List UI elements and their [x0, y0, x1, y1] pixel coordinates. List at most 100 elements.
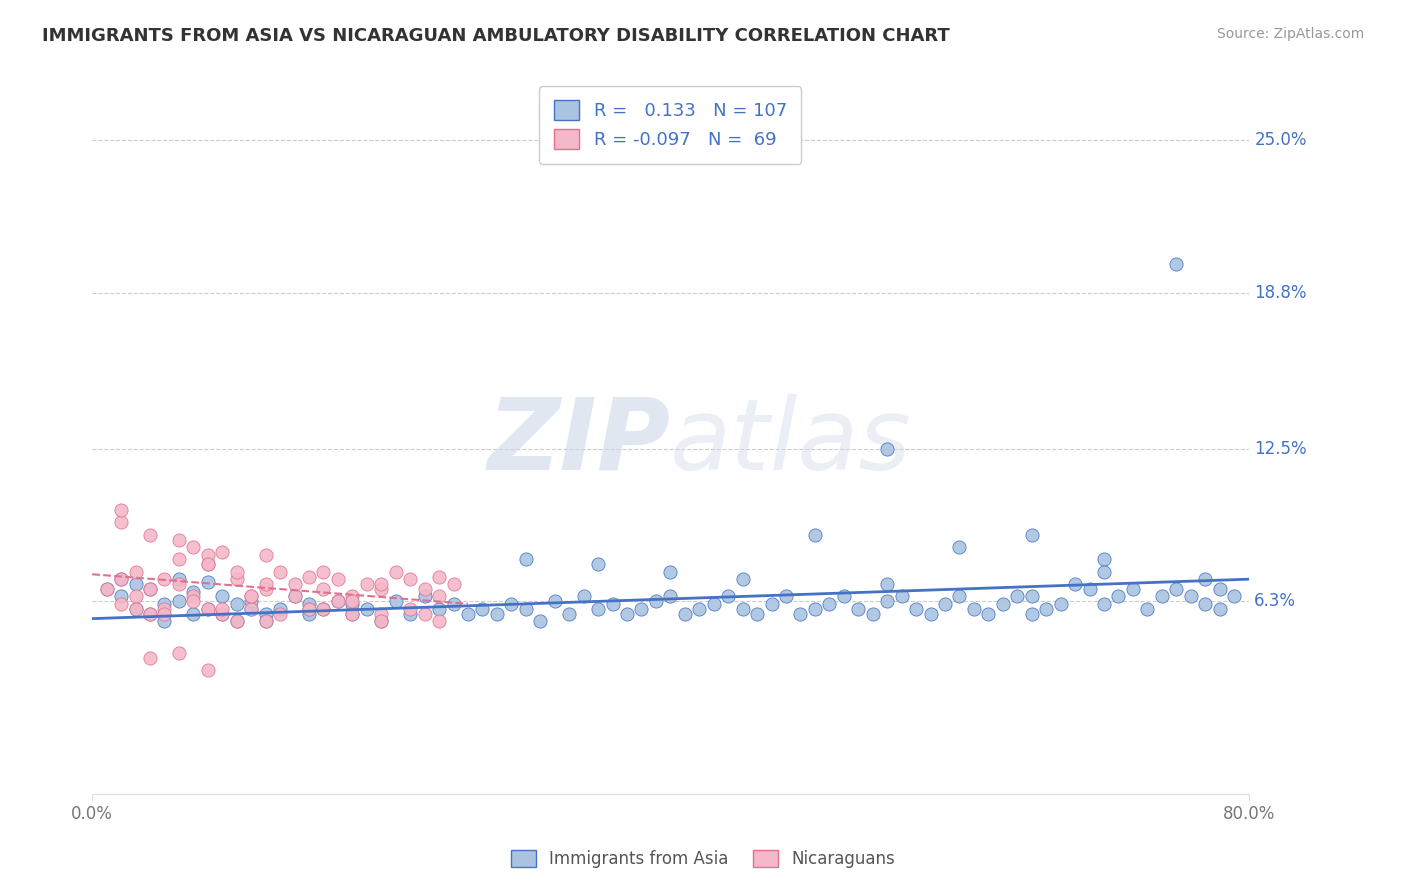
Point: [1064, 577, 1087, 591]
Point: [876, 577, 898, 591]
Point: [283, 590, 305, 604]
Point: [789, 607, 811, 621]
Text: 12.5%: 12.5%: [1254, 440, 1308, 458]
Point: [413, 590, 436, 604]
Point: [183, 607, 205, 621]
Point: [240, 590, 263, 604]
Point: [269, 565, 291, 579]
Point: [211, 590, 233, 604]
Point: [139, 582, 162, 596]
Point: [991, 597, 1014, 611]
Point: [1049, 597, 1071, 611]
Point: [1007, 590, 1029, 604]
Point: [240, 594, 263, 608]
Point: [920, 607, 942, 621]
Point: [197, 601, 219, 615]
Point: [356, 577, 378, 591]
Point: [167, 533, 190, 547]
Point: [211, 607, 233, 621]
Point: [515, 552, 537, 566]
Point: [1180, 590, 1202, 604]
Point: [804, 601, 827, 615]
Point: [183, 594, 205, 608]
Text: 6.3%: 6.3%: [1254, 592, 1296, 610]
Point: [269, 601, 291, 615]
Point: [139, 607, 162, 621]
Point: [124, 590, 146, 604]
Point: [225, 614, 247, 628]
Point: [240, 590, 263, 604]
Point: [269, 607, 291, 621]
Text: ZIP: ZIP: [488, 394, 671, 491]
Point: [326, 594, 349, 608]
Point: [167, 594, 190, 608]
Point: [688, 601, 710, 615]
Point: [254, 548, 277, 562]
Point: [153, 607, 176, 621]
Point: [298, 601, 321, 615]
Point: [124, 565, 146, 579]
Point: [673, 607, 696, 621]
Point: [197, 664, 219, 678]
Point: [963, 601, 986, 615]
Point: [804, 528, 827, 542]
Point: [1092, 565, 1115, 579]
Point: [139, 651, 162, 665]
Point: [183, 540, 205, 554]
Point: [96, 582, 118, 596]
Point: [413, 607, 436, 621]
Point: [427, 614, 450, 628]
Point: [183, 584, 205, 599]
Point: [356, 601, 378, 615]
Point: [139, 607, 162, 621]
Point: [645, 594, 668, 608]
Point: [167, 646, 190, 660]
Point: [1194, 572, 1216, 586]
Point: [1035, 601, 1057, 615]
Legend: R =   0.133   N = 107, R = -0.097   N =  69: R = 0.133 N = 107, R = -0.097 N = 69: [540, 86, 801, 164]
Point: [197, 574, 219, 589]
Point: [153, 601, 176, 615]
Point: [124, 601, 146, 615]
Point: [110, 590, 132, 604]
Point: [1021, 590, 1043, 604]
Point: [862, 607, 884, 621]
Point: [167, 572, 190, 586]
Point: [254, 582, 277, 596]
Point: [298, 597, 321, 611]
Point: [846, 601, 869, 615]
Point: [211, 545, 233, 559]
Point: [370, 607, 392, 621]
Point: [110, 572, 132, 586]
Point: [110, 597, 132, 611]
Point: [443, 597, 465, 611]
Point: [211, 601, 233, 615]
Point: [1092, 597, 1115, 611]
Point: [1021, 607, 1043, 621]
Text: Source: ZipAtlas.com: Source: ZipAtlas.com: [1216, 27, 1364, 41]
Point: [572, 590, 595, 604]
Point: [384, 594, 406, 608]
Point: [745, 607, 768, 621]
Point: [110, 572, 132, 586]
Point: [948, 590, 970, 604]
Point: [254, 614, 277, 628]
Point: [254, 577, 277, 591]
Text: IMMIGRANTS FROM ASIA VS NICARAGUAN AMBULATORY DISABILITY CORRELATION CHART: IMMIGRANTS FROM ASIA VS NICARAGUAN AMBUL…: [42, 27, 950, 45]
Point: [225, 614, 247, 628]
Point: [703, 597, 725, 611]
Point: [283, 590, 305, 604]
Point: [312, 601, 335, 615]
Point: [139, 528, 162, 542]
Point: [399, 601, 422, 615]
Point: [832, 590, 855, 604]
Point: [1208, 582, 1230, 596]
Point: [1078, 582, 1101, 596]
Point: [731, 572, 754, 586]
Point: [153, 572, 176, 586]
Point: [370, 582, 392, 596]
Point: [197, 548, 219, 562]
Point: [427, 601, 450, 615]
Point: [1136, 601, 1159, 615]
Point: [225, 572, 247, 586]
